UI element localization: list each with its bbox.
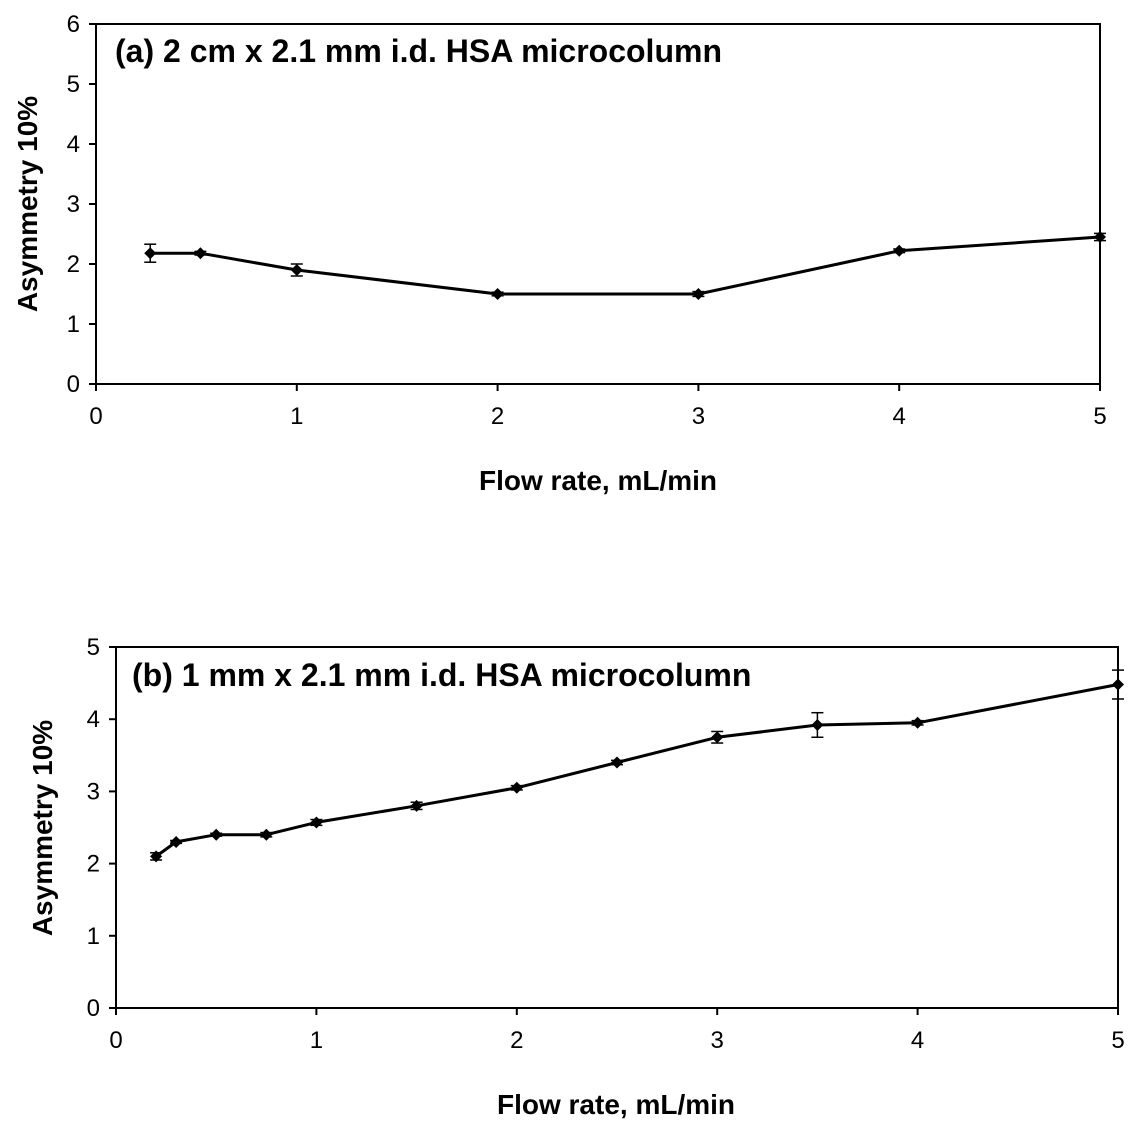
panel-a: (a) 2 cm x 2.1 mm i.d. HSA microcolumn F… <box>12 11 1107 496</box>
panel-a-y-tick-label: 4 <box>67 131 80 158</box>
panel-a-y-tick-label: 2 <box>67 251 80 278</box>
panel-a-data-point <box>893 244 906 257</box>
panel-b-data-point <box>510 781 523 794</box>
panel-b-x-axis-title: Flow rate, mL/min <box>497 1089 735 1120</box>
panel-a-data-point <box>1094 231 1106 243</box>
panel-b-data-point <box>711 731 724 744</box>
panel-a-x-tick-label: 3 <box>692 403 705 430</box>
panel-a-x-tick-label: 4 <box>893 403 906 430</box>
panel-b-y-tick-label: 0 <box>87 995 100 1022</box>
panel-b-y-tick-label: 3 <box>87 778 100 805</box>
panel-a-x-tick-label: 5 <box>1093 403 1106 430</box>
panel-a-data-point <box>144 247 157 260</box>
panel-a-x-tick-label: 2 <box>491 403 504 430</box>
panel-b-x-tick-label: 3 <box>711 1027 724 1054</box>
panel-b-data-point <box>611 756 623 769</box>
panel-b-title: (b) 1 mm x 2.1 mm i.d. HSA microcolumn <box>132 657 751 693</box>
panel-b-data-point <box>170 835 183 848</box>
panel-a-y-tick-label: 1 <box>67 311 80 338</box>
panel-b-data-point <box>310 816 323 829</box>
panel-b-y-tick-label: 2 <box>87 851 100 878</box>
panel-b-x-tick-label: 4 <box>911 1027 924 1054</box>
panel-b-x-tick-label: 5 <box>1111 1027 1124 1054</box>
panel-a-title: (a) 2 cm x 2.1 mm i.d. HSA microcolumn <box>115 33 722 69</box>
panel-a-y-tick-label: 3 <box>67 191 80 218</box>
panel-a-y-tick-label: 6 <box>67 11 80 38</box>
panel-a-data-point <box>290 264 303 276</box>
panel-b-y-axis-title: Asymmetry 10% <box>27 720 58 936</box>
panel-b-data-point <box>150 850 163 863</box>
panel-a-x-tick-label: 0 <box>89 403 102 430</box>
panel-b-x-tick-label: 0 <box>109 1027 122 1054</box>
panel-a-y-tick-label: 5 <box>67 71 80 98</box>
panel-b-data-point <box>260 828 273 841</box>
panel-a-y-tick-label: 0 <box>67 371 80 398</box>
panel-b-data-point <box>911 716 924 729</box>
panel-a-x-axis-title: Flow rate, mL/min <box>479 465 717 496</box>
panel-a-data-point <box>194 247 207 260</box>
panel-b-x-tick-label: 2 <box>510 1027 523 1054</box>
panel-a-data-point <box>491 288 504 300</box>
panel-b: (b) 1 mm x 2.1 mm i.d. HSA microcolumn F… <box>27 634 1125 1120</box>
panel-b-y-tick-label: 4 <box>87 706 100 733</box>
panel-b-data-point <box>811 718 824 731</box>
panel-a-x-tick-label: 1 <box>290 403 303 430</box>
panel-a-data-point <box>692 288 705 300</box>
panel-b-plot-frame <box>115 646 1119 1009</box>
panel-a-series-line <box>150 235 1101 296</box>
panel-b-data-point <box>210 828 223 841</box>
panel-a-y-axis-title: Asymmetry 10% <box>12 96 43 312</box>
panel-b-x-tick-label: 1 <box>310 1027 323 1054</box>
panel-b-y-tick-label: 5 <box>87 634 100 661</box>
panel-b-data-point <box>1112 678 1124 691</box>
panel-b-y-tick-label: 1 <box>87 923 100 950</box>
panel-a-plot-frame <box>95 23 1101 385</box>
panel-b-series-line <box>155 683 1119 858</box>
panel-b-data-point <box>410 799 423 812</box>
